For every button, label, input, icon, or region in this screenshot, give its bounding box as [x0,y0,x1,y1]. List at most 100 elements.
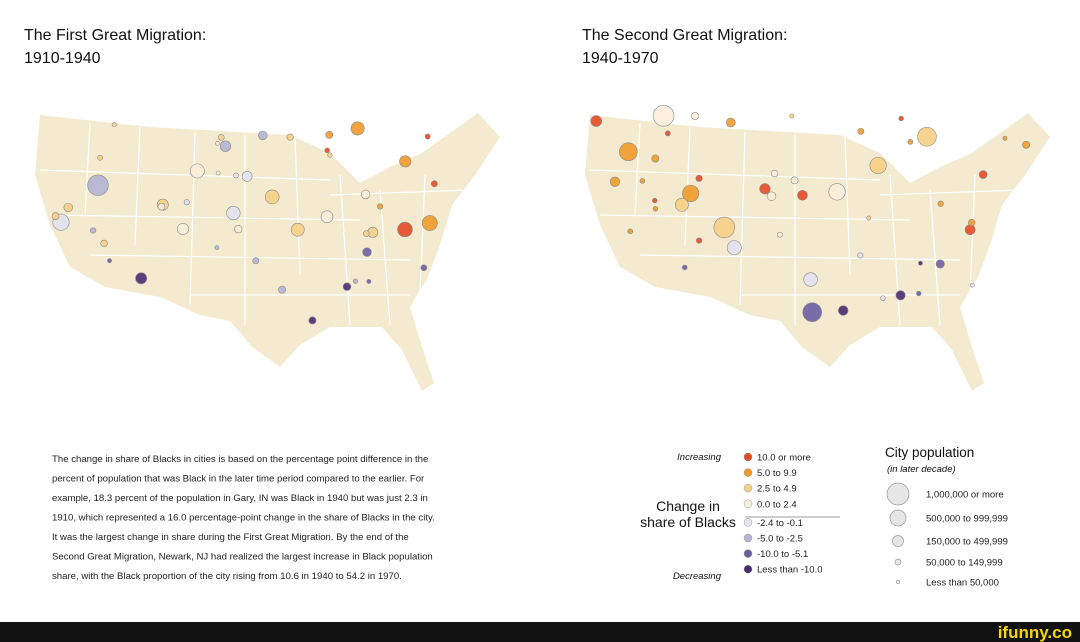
city-dot [802,302,822,322]
city-dot [215,170,221,176]
city-dot [87,174,109,196]
caption-line: 1910, which represented a 16.0 percentag… [52,513,435,524]
map-subtitle: 1940-1970 [582,50,659,67]
city-dot [324,147,330,154]
city-dot [421,215,438,231]
city-dot [1002,135,1008,141]
legend-label: 0.0 to 2.4 [757,499,797,510]
legend-swatch [743,483,753,493]
city-dot [157,202,166,211]
city-dot [63,202,73,213]
city-dot [360,189,371,200]
city-dot [838,305,849,316]
legend-label: Less than 50,000 [926,578,999,589]
legend-swatch [743,549,753,558]
city-dot [917,127,937,147]
city-dot [790,176,799,185]
legend-swatch [743,499,753,509]
city-dot [430,180,438,188]
legend-swatch [743,518,753,527]
size-swatch [894,558,902,566]
city-dot [652,205,659,212]
city-dot [828,183,846,201]
city-dot [100,239,108,248]
city-dot [218,134,225,141]
city-dot [366,279,372,284]
city-dot [308,316,317,325]
city-dot [652,105,675,127]
city-dot [713,216,736,239]
legend-title: share of Blacks [640,514,736,530]
city-dot [880,295,886,301]
city-dot [97,154,103,161]
caption-line: Second Great Migration, Newark, NJ had r… [52,552,433,563]
city-dot [420,264,428,272]
city-dot [627,228,634,235]
legend-label: Less than -10.0 [757,565,823,576]
city-dot [1022,140,1031,149]
city-dot [695,174,703,182]
city-dot [726,240,742,256]
legend-label: Increasing [677,452,722,463]
city-dot [907,139,914,145]
city-dot [696,237,703,244]
map-1 [35,113,500,391]
city-dot [290,222,305,237]
city-dot [651,154,660,163]
city-dot [609,176,621,187]
city-dot [682,264,688,271]
city-dot [362,247,372,257]
city-dot [107,258,112,264]
city-dot [978,170,988,179]
footer-bar [0,622,1080,642]
city-dot [377,203,384,210]
city-dot [759,183,771,195]
city-dot [639,178,646,184]
legend-swatch [743,533,753,543]
city-dot [935,259,945,269]
city-dot [797,190,808,201]
map-title: The Second Great Migration: [582,27,787,44]
map-subtitle: 1910-1940 [24,50,101,67]
city-dot [234,225,243,234]
size-swatch [895,579,901,585]
city-dot [215,141,220,146]
city-dot [969,282,975,288]
city-dot [424,133,431,140]
city-dot [652,197,658,204]
city-dot [135,272,148,285]
city-dot [916,290,922,297]
legend-label: 2.5 to 4.9 [757,484,797,495]
city-dot [320,210,334,223]
city-dot [286,133,294,141]
city-dot [397,221,413,238]
city-dot [770,169,779,178]
legend-label: 150,000 to 499,999 [926,537,1008,548]
city-dot [327,152,333,158]
city-dot [964,224,976,236]
city-dot [619,142,638,162]
city-dot [803,272,818,287]
city-dot [857,252,864,259]
city-dot [350,121,365,136]
city-dot [968,219,976,227]
map-2 [585,105,1050,391]
legend-label: 1,000,000 or more [926,490,1004,501]
legend-title: City population [885,445,974,460]
city-dot [691,112,699,120]
city-dot [777,231,783,238]
city-dot [233,172,239,179]
legend-title: Change in [656,498,720,514]
city-dot [937,200,944,207]
legend-label: -2.4 to -0.1 [757,518,803,529]
city-dot [252,257,260,265]
city-dot [918,260,923,266]
legend-label: 500,000 to 999,999 [926,514,1008,525]
caption-line: example, 18.3 percent of the population … [52,493,428,504]
city-dot [90,227,97,234]
city-dot [278,285,287,294]
caption-line: The change in share of Blacks in cities … [52,454,428,465]
caption-line: It was the largest change in share durin… [52,532,409,543]
legend-label: 5.0 to 9.9 [757,468,797,479]
